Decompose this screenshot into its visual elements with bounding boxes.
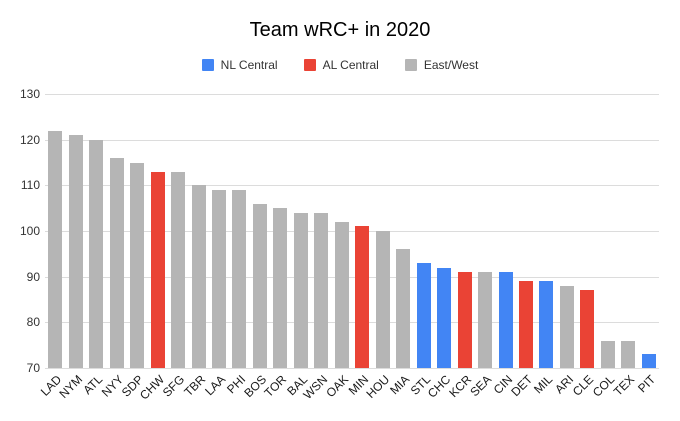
gridline-120 xyxy=(45,139,659,141)
bar-ARI[interactable] xyxy=(559,285,574,368)
bar-CLE[interactable] xyxy=(580,290,595,368)
bar-TBR[interactable] xyxy=(191,185,206,368)
legend: NL Central AL Central East/West xyxy=(0,58,680,72)
y-tick-90: 90 xyxy=(26,269,40,284)
gridline-100 xyxy=(45,231,659,232)
gridline-80 xyxy=(45,322,659,324)
legend-item-al-central: AL Central xyxy=(303,58,379,72)
bar-DET[interactable] xyxy=(519,281,533,368)
bar-LAD[interactable] xyxy=(48,130,63,368)
bar-CHC[interactable] xyxy=(437,267,452,368)
bar-LAA[interactable] xyxy=(212,189,226,368)
bar-SDP[interactable] xyxy=(130,162,145,368)
bar-HOU[interactable] xyxy=(375,231,390,368)
bar-ATL[interactable] xyxy=(89,139,104,368)
bar-BOS[interactable] xyxy=(252,203,267,368)
bar-TEX[interactable] xyxy=(621,340,636,368)
legend-item-nl-central: NL Central xyxy=(201,58,278,72)
legend-item-east-west: East/West xyxy=(404,58,479,72)
bar-BAL[interactable] xyxy=(293,212,308,368)
bar-SEA[interactable] xyxy=(478,272,492,368)
y-tick-110: 110 xyxy=(20,178,40,193)
y-tick-120: 120 xyxy=(19,132,40,147)
gridline-130 xyxy=(45,94,659,95)
bar-CIN[interactable] xyxy=(498,272,513,368)
bar-WSN[interactable] xyxy=(314,212,329,368)
bar-NYY[interactable] xyxy=(109,157,124,368)
legend-label-nl-central: NL Central xyxy=(220,58,278,72)
bar-MIN[interactable] xyxy=(355,226,370,368)
gridline-90 xyxy=(45,276,659,278)
y-tick-100: 100 xyxy=(19,224,40,238)
gridline-110 xyxy=(45,185,659,187)
bar-KCR[interactable] xyxy=(457,272,472,368)
chart-title: Team wRC+ in 2020 xyxy=(249,19,431,41)
legend-swatch-east-west xyxy=(404,59,417,71)
bar-OAK[interactable] xyxy=(334,221,349,368)
bar-PHI[interactable] xyxy=(232,189,247,368)
bar-MIA[interactable] xyxy=(396,249,411,368)
bar-MIL[interactable] xyxy=(539,281,554,368)
legend-label-east-west: East/West xyxy=(423,58,479,72)
bar-STL[interactable] xyxy=(416,263,431,368)
bar-COL[interactable] xyxy=(600,340,615,368)
gridline-70 xyxy=(45,368,659,369)
bar-NYM[interactable] xyxy=(68,135,83,368)
bar-PIT[interactable] xyxy=(641,354,656,368)
bar-TOR[interactable] xyxy=(273,208,288,368)
y-tick-80: 80 xyxy=(26,315,40,330)
legend-swatch-nl-central xyxy=(201,59,214,71)
y-tick-70: 70 xyxy=(26,361,40,375)
legend-swatch-al-central xyxy=(303,59,316,71)
bar-SFG[interactable] xyxy=(171,171,185,368)
bar-CHW[interactable] xyxy=(150,171,165,368)
legend-label-al-central: AL Central xyxy=(322,58,379,72)
y-tick-130: 130 xyxy=(19,87,40,101)
